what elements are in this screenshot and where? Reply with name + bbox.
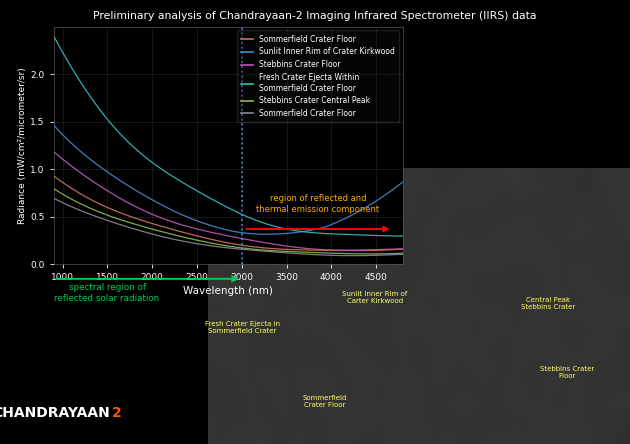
Legend: Sommerfield Crater Floor, Sunlit Inner Rim of Crater Kirkwood, Stebbins Crater F: Sommerfield Crater Floor, Sunlit Inner R…	[237, 31, 399, 123]
Text: Sommerfield
Crater Floor: Sommerfield Crater Floor	[302, 395, 346, 408]
Text: Central Peak
Stebbins Crater: Central Peak Stebbins Crater	[521, 297, 575, 310]
Text: Fresh Crater Ejecta in
Sommerfield Crater: Fresh Crater Ejecta in Sommerfield Crate…	[205, 321, 280, 333]
Text: Stebbins Crater
Floor: Stebbins Crater Floor	[540, 366, 594, 379]
Text: Sunlit Inner Rim of
Carter Kirkwood: Sunlit Inner Rim of Carter Kirkwood	[342, 291, 408, 304]
Text: region of reflected and
thermal emission component: region of reflected and thermal emission…	[256, 194, 380, 214]
Text: CHANDRAYAAN: CHANDRAYAAN	[0, 406, 110, 420]
Text: 2: 2	[112, 406, 122, 420]
Y-axis label: Radiance (mW/cm²/micrometer/sr): Radiance (mW/cm²/micrometer/sr)	[18, 67, 27, 224]
Text: Preliminary analysis of Chandrayaan-2 Imaging Infrared Spectrometer (IIRS) data: Preliminary analysis of Chandrayaan-2 Im…	[93, 11, 537, 21]
Text: spectral region of
reflected solar radiation: spectral region of reflected solar radia…	[54, 283, 160, 303]
X-axis label: Wavelength (nm): Wavelength (nm)	[183, 286, 273, 297]
